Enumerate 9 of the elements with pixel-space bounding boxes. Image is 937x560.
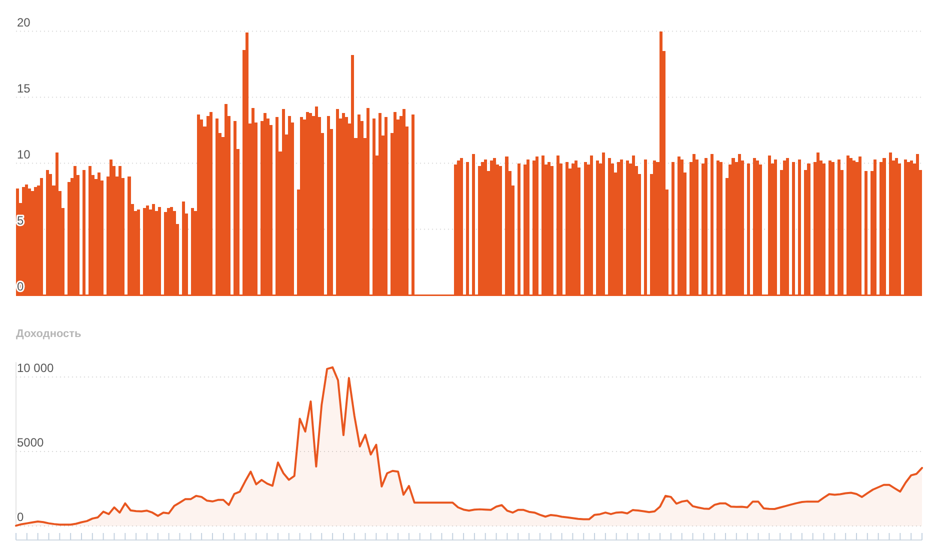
y-tick-label: 20 [17, 15, 31, 30]
y-tick-label: 5 [17, 213, 24, 228]
y-tick-label: 10 000 [17, 361, 54, 375]
y-axis-title: Доходность [16, 328, 82, 340]
y-tick-label: 5000 [17, 436, 44, 450]
y-tick-label: 0 [17, 510, 24, 524]
y-tick-label: 0 [17, 279, 24, 294]
y-tick-label: 15 [17, 81, 31, 96]
y-tick-label: 10 [17, 147, 31, 162]
